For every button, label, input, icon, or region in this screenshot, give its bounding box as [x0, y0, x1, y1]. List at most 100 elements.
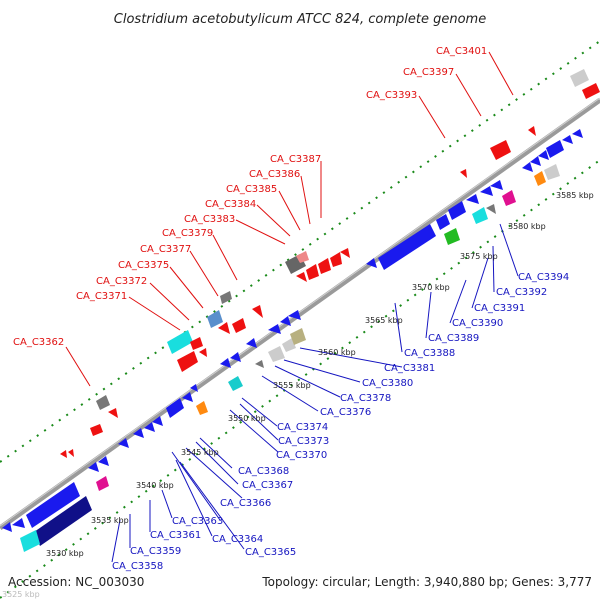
gene-blue-24[interactable] — [530, 156, 541, 166]
gene-CA_C3375[interactable] — [218, 322, 230, 334]
gene-arrow-3[interactable] — [68, 449, 74, 457]
gene-CA_C3381[interactable] — [290, 328, 306, 345]
label-CA_C3375[interactable]: CA_C3375 — [118, 260, 169, 271]
gene-CA_C3401b[interactable] — [582, 83, 600, 99]
gene-CA_C3379[interactable] — [252, 305, 263, 318]
label-CA_C3379[interactable]: CA_C3379 — [162, 228, 213, 239]
gene-grey-1[interactable] — [96, 395, 110, 410]
label-CA_C3391[interactable]: CA_C3391 — [474, 303, 525, 314]
gene-blue-27[interactable] — [562, 135, 573, 144]
gene-blue-7[interactable] — [144, 422, 155, 432]
label-CA_C3374[interactable]: CA_C3374 — [277, 422, 328, 433]
gene-arrow-1[interactable] — [108, 408, 118, 418]
gene-blue-28[interactable] — [572, 129, 583, 138]
gene-blue-grey[interactable] — [207, 310, 223, 328]
gene-blue-8[interactable] — [152, 416, 163, 426]
gene-blue-12[interactable] — [230, 352, 241, 362]
label-CA_C3385[interactable]: CA_C3385 — [226, 184, 277, 195]
gene-blue-21[interactable] — [480, 186, 493, 196]
gene-CA_C3361[interactable] — [96, 476, 109, 491]
gene-blue-25[interactable] — [538, 150, 549, 160]
gene-CA_C3387[interactable] — [330, 252, 342, 267]
label-CA_C3381[interactable]: CA_C3381 — [384, 363, 435, 374]
label-CA_C3371[interactable]: CA_C3371 — [76, 291, 127, 302]
gene-blue-9[interactable] — [182, 392, 193, 402]
gene-orange-2[interactable] — [534, 171, 546, 186]
gene-blue-22[interactable] — [490, 180, 503, 190]
label-CA_C3367[interactable]: CA_C3367 — [242, 480, 293, 491]
label-CA_C3383[interactable]: CA_C3383 — [184, 214, 235, 225]
label-CA_C3384[interactable]: CA_C3384 — [205, 199, 256, 210]
gene-blue-4[interactable] — [98, 456, 109, 466]
gene-CA_C3394[interactable] — [544, 164, 560, 180]
gene-CA_C3393[interactable] — [490, 140, 511, 160]
gene-blue-23[interactable] — [522, 162, 533, 172]
gene-CA_C3372[interactable] — [177, 351, 198, 372]
gene-blue-17[interactable] — [366, 258, 377, 268]
gene-blue-10[interactable] — [190, 384, 198, 392]
gene-blue-11[interactable] — [220, 358, 231, 368]
gene-CA_C3389[interactable] — [444, 228, 460, 245]
gene-arrow-4[interactable] — [199, 348, 207, 357]
label-CA_C3393[interactable]: CA_C3393 — [366, 90, 417, 101]
gene-grey-2[interactable] — [220, 291, 232, 304]
gene-CA_C3380[interactable] — [282, 338, 296, 352]
label-CA_C3388[interactable]: CA_C3388 — [404, 348, 455, 359]
label-CA_C3380[interactable]: CA_C3380 — [362, 378, 413, 389]
label-CA_C3387[interactable]: CA_C3387 — [270, 154, 321, 165]
label-CA_C3397[interactable]: CA_C3397 — [403, 67, 454, 78]
gene-CA_C3385[interactable] — [296, 272, 307, 282]
label-CA_C3358[interactable]: CA_C3358 — [112, 561, 163, 572]
gene-blue-19[interactable] — [448, 201, 466, 220]
gene-CA_C3386b[interactable] — [318, 258, 331, 274]
label-CA_C3378[interactable]: CA_C3378 — [340, 393, 391, 404]
gene-CA_C3371[interactable] — [167, 330, 193, 354]
gene-blue-2[interactable] — [12, 518, 25, 528]
gene-blue-3[interactable] — [88, 462, 99, 472]
gene-blue-6[interactable] — [133, 428, 144, 438]
label-CA_C3366[interactable]: CA_C3366 — [220, 498, 271, 509]
label-CA_C3386[interactable]: CA_C3386 — [249, 169, 300, 180]
label-CA_C3392[interactable]: CA_C3392 — [496, 287, 547, 298]
gene-blue-26[interactable] — [546, 140, 564, 158]
gene-CA_C3366[interactable] — [166, 398, 184, 418]
label-CA_C3362[interactable]: CA_C3362 — [13, 337, 64, 348]
gene-blue-20[interactable] — [466, 194, 479, 204]
label-CA_C3376[interactable]: CA_C3376 — [320, 407, 371, 418]
gene-CA_C3376[interactable] — [255, 360, 264, 368]
gene-blue-long-1[interactable] — [26, 482, 80, 528]
gene-CA_C3362[interactable] — [90, 424, 103, 436]
gene-CA_C3384[interactable] — [296, 251, 309, 263]
gene-navy-long[interactable] — [34, 496, 92, 546]
gene-blue-15[interactable] — [280, 316, 291, 326]
gene-CA_C3390[interactable] — [472, 207, 488, 224]
label-CA_C3368[interactable]: CA_C3368 — [238, 466, 289, 477]
gene-CA_C3378[interactable] — [268, 346, 285, 362]
label-CA_C3372[interactable]: CA_C3372 — [96, 276, 147, 287]
label-CA_C3373[interactable]: CA_C3373 — [278, 436, 329, 447]
gene-CA_C3372b[interactable] — [190, 337, 203, 350]
label-CA_C3401[interactable]: CA_C3401 — [436, 46, 487, 57]
label-CA_C3377[interactable]: CA_C3377 — [140, 244, 191, 255]
label-CA_C3370[interactable]: CA_C3370 — [276, 450, 327, 461]
gene-CA_C3358[interactable] — [20, 530, 40, 552]
gene-CA_C3388[interactable] — [378, 224, 436, 270]
label-CA_C3389[interactable]: CA_C3389 — [428, 333, 479, 344]
label-CA_C3364[interactable]: CA_C3364 — [212, 534, 263, 545]
label-CA_C3394[interactable]: CA_C3394 — [518, 272, 569, 283]
gene-arrow-5[interactable] — [340, 248, 350, 258]
gene-CA_C3377[interactable] — [232, 318, 246, 333]
gene-blue-1[interactable] — [2, 522, 12, 532]
label-CA_C3359[interactable]: CA_C3359 — [130, 546, 181, 557]
gene-CA_C3391[interactable] — [486, 204, 496, 214]
gene-blue-16[interactable] — [288, 310, 301, 320]
gene-blue-14[interactable] — [268, 324, 281, 334]
gene-blue-5[interactable] — [118, 438, 129, 448]
gene-blue-18[interactable] — [436, 214, 450, 230]
gene-blue-13[interactable] — [246, 338, 257, 348]
label-CA_C3361[interactable]: CA_C3361 — [150, 530, 201, 541]
gene-CA_C3397[interactable] — [528, 126, 536, 136]
gene-CA_C3374[interactable] — [228, 376, 243, 391]
gene-CA_C3401[interactable] — [570, 69, 589, 87]
gene-arrow-6[interactable] — [460, 169, 467, 178]
